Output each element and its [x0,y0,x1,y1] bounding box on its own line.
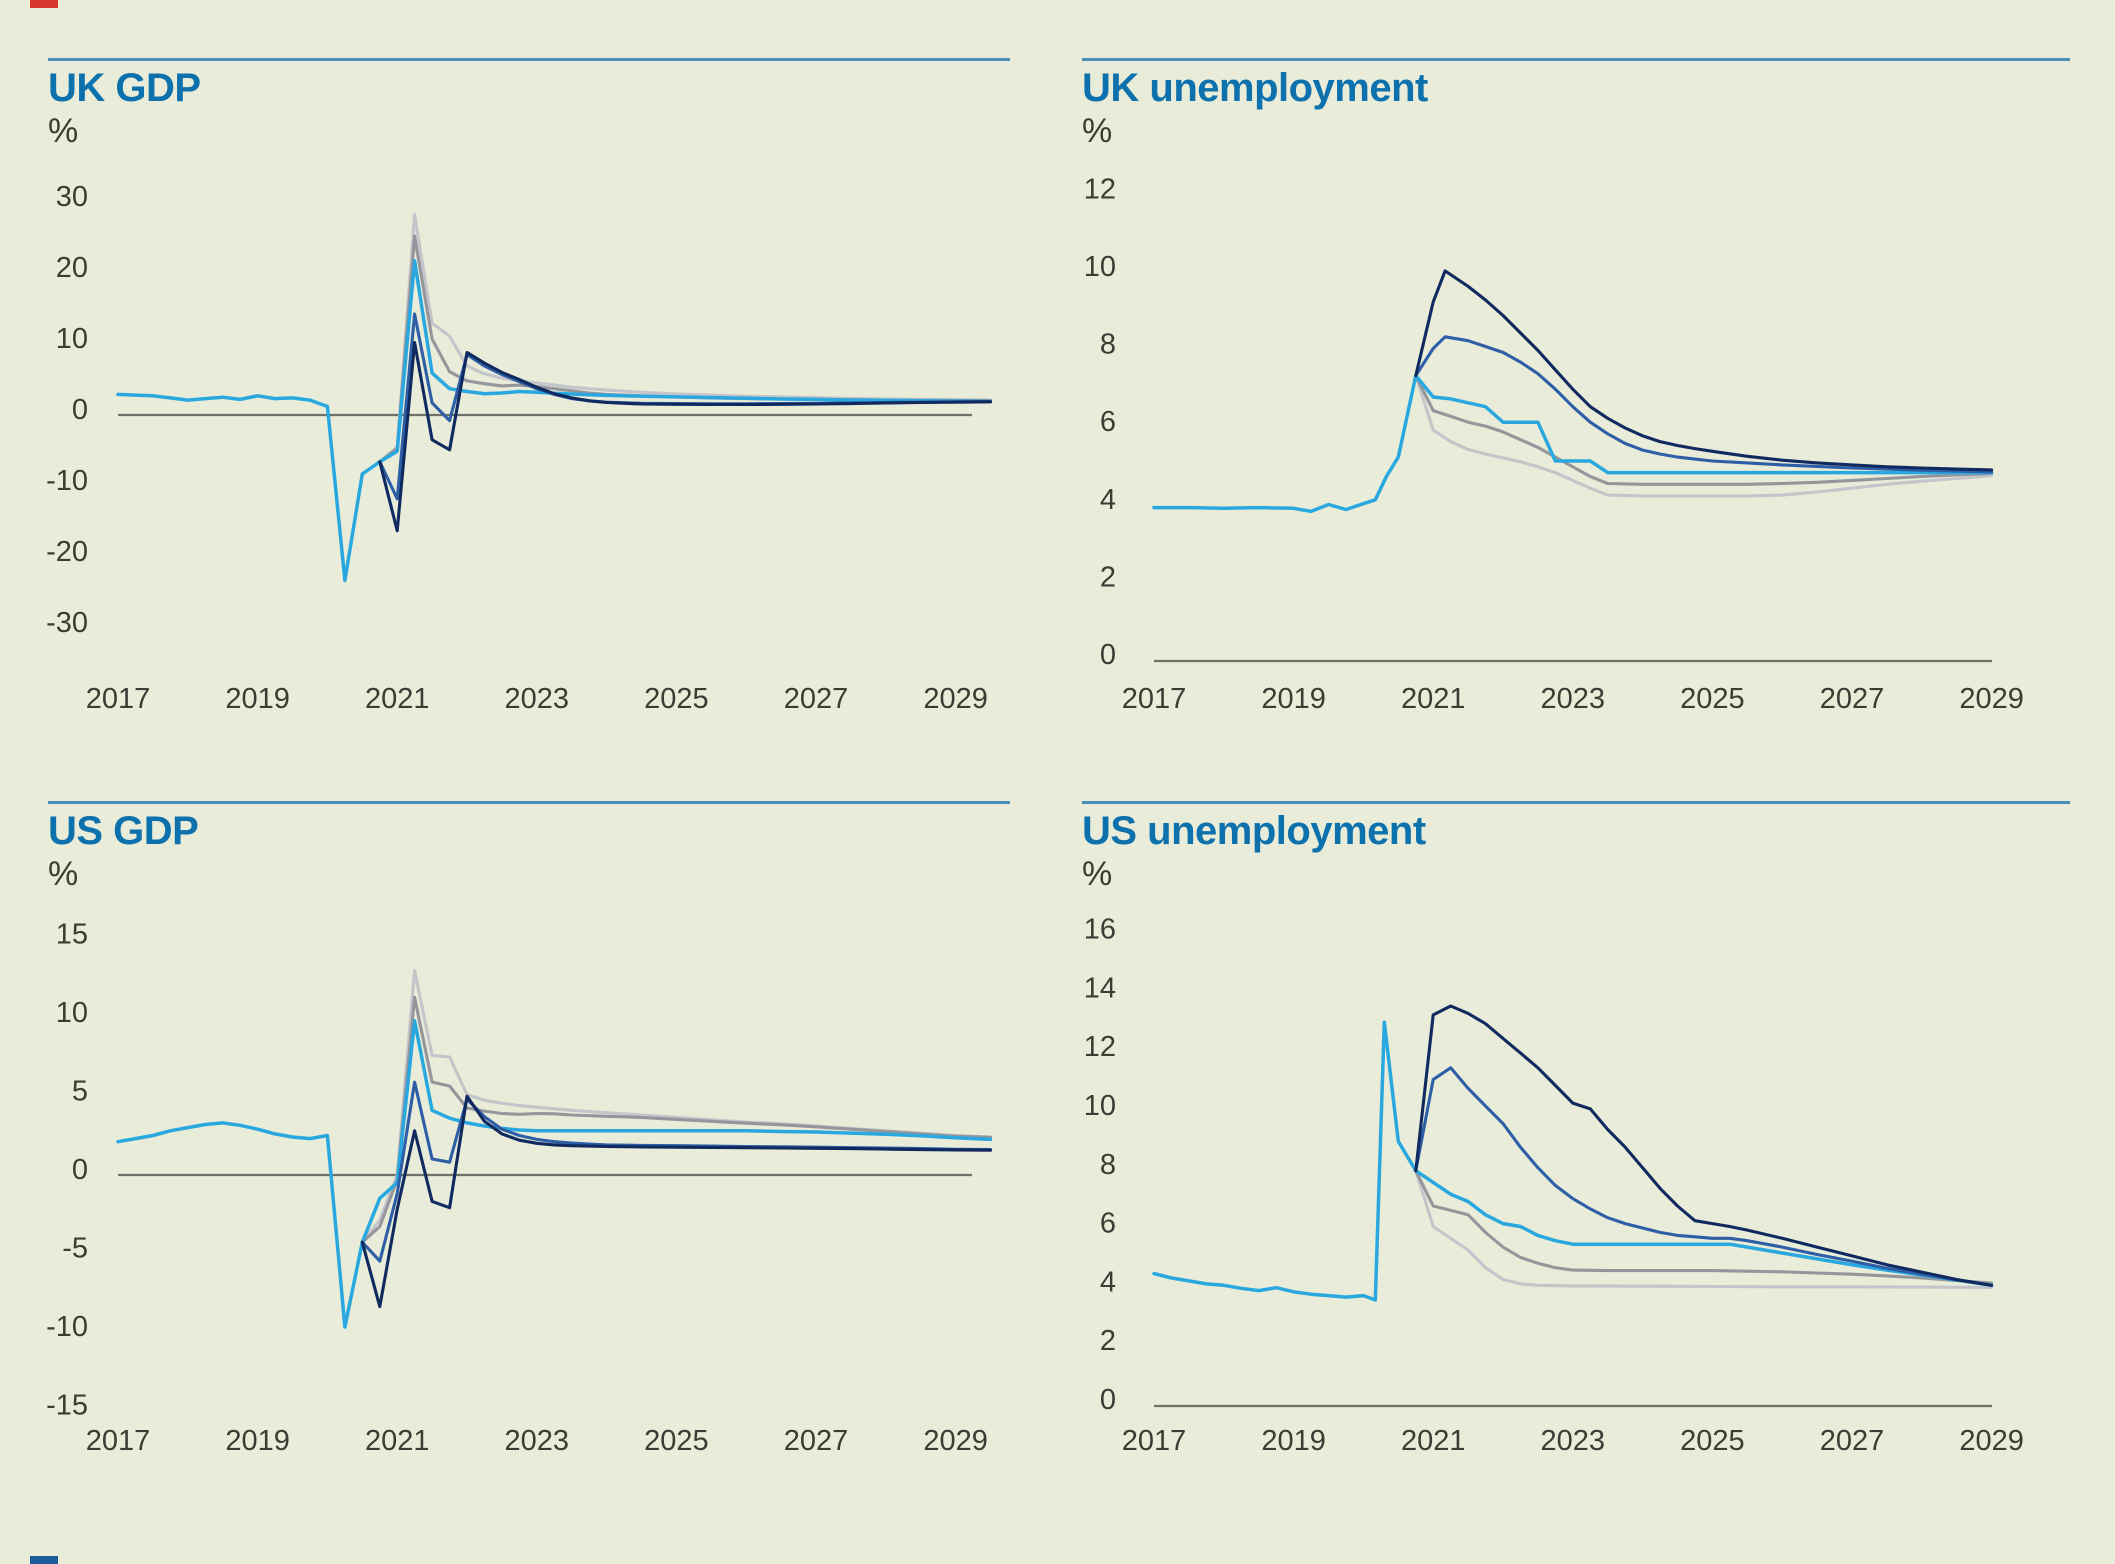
x-tick-label-us-unemployment-2029: 2029 [1959,1425,2024,1457]
x-tick-label-uk-gdp-2027: 2027 [784,683,849,715]
series-line-us-unemployment-mid-gray [1414,1169,1994,1285]
x-tick-label-us-gdp-2017: 2017 [86,1425,151,1457]
chart-title-us-gdp: US GDP [48,809,199,853]
y-tick-label-uk-unemployment-6: 6 [1100,406,1116,438]
y-tick-label-us-unemployment-12: 12 [1084,1031,1116,1063]
y-tick-label-uk-gdp-0: 0 [72,394,88,426]
y-tick-label-us-unemployment-14: 14 [1084,972,1116,1004]
y-tick-label-us-gdp-0: 0 [72,1154,88,1186]
x-tick-label-uk-unemployment-2021: 2021 [1401,683,1466,715]
x-tick-label-us-gdp-2023: 2023 [505,1425,570,1457]
y-tick-label-us-unemployment-2: 2 [1100,1325,1116,1357]
x-tick-label-us-unemployment-2025: 2025 [1680,1425,1745,1457]
y-tick-label-us-unemployment-0: 0 [1100,1384,1116,1416]
y-tick-label-uk-gdp--30: -30 [46,607,88,639]
y-tick-label-uk-gdp--10: -10 [46,465,88,497]
x-tick-label-us-gdp-2021: 2021 [365,1425,430,1457]
x-tick-label-us-unemployment-2021: 2021 [1401,1425,1466,1457]
y-tick-label-us-unemployment-8: 8 [1100,1149,1116,1181]
series-line-us-unemployment-light-blue [1152,1020,1994,1302]
series-line-us-gdp-light-blue [116,1019,993,1329]
y-axis-unit-us-gdp: % [48,855,79,893]
series-line-uk-unemployment-dark-navy [1414,269,1994,472]
x-tick-label-uk-gdp-2019: 2019 [225,683,290,715]
y-tick-label-us-gdp-15: 15 [56,919,88,951]
panel-rule-uk-gdp [48,58,1010,61]
series-line-uk-gdp-mid-blue [378,312,993,501]
red-logo-mark [30,0,58,8]
y-tick-label-uk-gdp-10: 10 [56,323,88,355]
x-tick-label-uk-gdp-2025: 2025 [644,683,709,715]
y-tick-label-us-unemployment-6: 6 [1100,1208,1116,1240]
x-tick-label-us-gdp-2025: 2025 [644,1425,709,1457]
x-tick-label-us-gdp-2027: 2027 [784,1425,849,1457]
y-tick-label-us-gdp--15: -15 [46,1390,88,1422]
y-tick-label-uk-unemployment-4: 4 [1100,484,1116,516]
panel-rule-us-gdp [48,801,1010,804]
y-tick-label-us-unemployment-10: 10 [1084,1090,1116,1122]
series-line-uk-gdp-mid-gray [378,234,993,464]
y-axis-unit-uk-unemployment: % [1082,112,1113,150]
panel-rule-uk-unemployment [1082,58,2070,61]
x-tick-label-us-unemployment-2017: 2017 [1122,1425,1187,1457]
chart-title-us-unemployment: US unemployment [1082,809,1426,853]
x-tick-label-uk-unemployment-2029: 2029 [1959,683,2024,715]
x-tick-label-uk-gdp-2017: 2017 [86,683,151,715]
y-tick-label-us-gdp-5: 5 [72,1076,88,1108]
chart-title-uk-unemployment: UK unemployment [1082,66,1428,110]
series-line-uk-gdp-light-gray [378,213,993,464]
series-line-uk-unemployment-light-gray [1414,374,1994,498]
y-tick-label-us-gdp--10: -10 [46,1311,88,1343]
chart-title-uk-gdp: UK GDP [48,66,201,110]
y-tick-label-uk-unemployment-0: 0 [1100,639,1116,671]
y-tick-label-uk-gdp-30: 30 [56,181,88,213]
y-tick-label-us-gdp--5: -5 [62,1233,88,1265]
x-tick-label-us-unemployment-2027: 2027 [1820,1425,1885,1457]
y-tick-label-uk-unemployment-2: 2 [1100,561,1116,593]
x-tick-label-uk-gdp-2023: 2023 [505,683,570,715]
x-tick-label-uk-gdp-2029: 2029 [923,683,988,715]
blue-bottom-mark [30,1556,58,1564]
y-tick-label-uk-gdp--20: -20 [46,536,88,568]
x-tick-label-uk-unemployment-2023: 2023 [1541,683,1606,715]
series-line-uk-unemployment-light-blue [1152,373,1994,514]
y-tick-label-uk-unemployment-10: 10 [1084,251,1116,283]
x-tick-label-us-gdp-2029: 2029 [923,1425,988,1457]
x-tick-label-uk-gdp-2021: 2021 [365,683,430,715]
y-axis-unit-us-unemployment: % [1082,855,1113,893]
y-tick-label-uk-gdp-20: 20 [56,252,88,284]
series-line-us-gdp-mid-gray [360,995,993,1244]
series-line-uk-gdp-dark-navy [378,341,993,533]
x-tick-label-uk-unemployment-2019: 2019 [1261,683,1326,715]
y-tick-label-us-unemployment-4: 4 [1100,1266,1116,1298]
x-tick-label-us-unemployment-2019: 2019 [1261,1425,1326,1457]
series-line-us-gdp-dark-navy [360,1094,993,1309]
series-line-uk-unemployment-mid-blue [1414,335,1994,474]
series-line-us-unemployment-dark-navy [1414,1004,1994,1287]
y-tick-label-us-unemployment-16: 16 [1084,914,1116,946]
y-tick-label-uk-unemployment-12: 12 [1084,173,1116,205]
x-tick-label-uk-unemployment-2025: 2025 [1680,683,1745,715]
y-tick-label-us-gdp-10: 10 [56,997,88,1029]
series-line-us-unemployment-mid-blue [1414,1066,1994,1287]
series-line-uk-unemployment-mid-gray [1414,374,1994,486]
x-tick-label-uk-unemployment-2027: 2027 [1820,683,1885,715]
panel-rule-us-unemployment [1082,801,2070,804]
series-line-us-gdp-light-gray [360,969,993,1244]
x-tick-label-us-gdp-2019: 2019 [225,1425,290,1457]
series-line-uk-gdp-light-blue [116,259,993,583]
x-tick-label-us-unemployment-2023: 2023 [1541,1425,1606,1457]
y-axis-unit-uk-gdp: % [48,112,79,150]
y-tick-label-uk-unemployment-8: 8 [1100,329,1116,361]
x-tick-label-uk-unemployment-2017: 2017 [1122,683,1187,715]
series-line-us-unemployment-light-gray [1414,1169,1994,1289]
